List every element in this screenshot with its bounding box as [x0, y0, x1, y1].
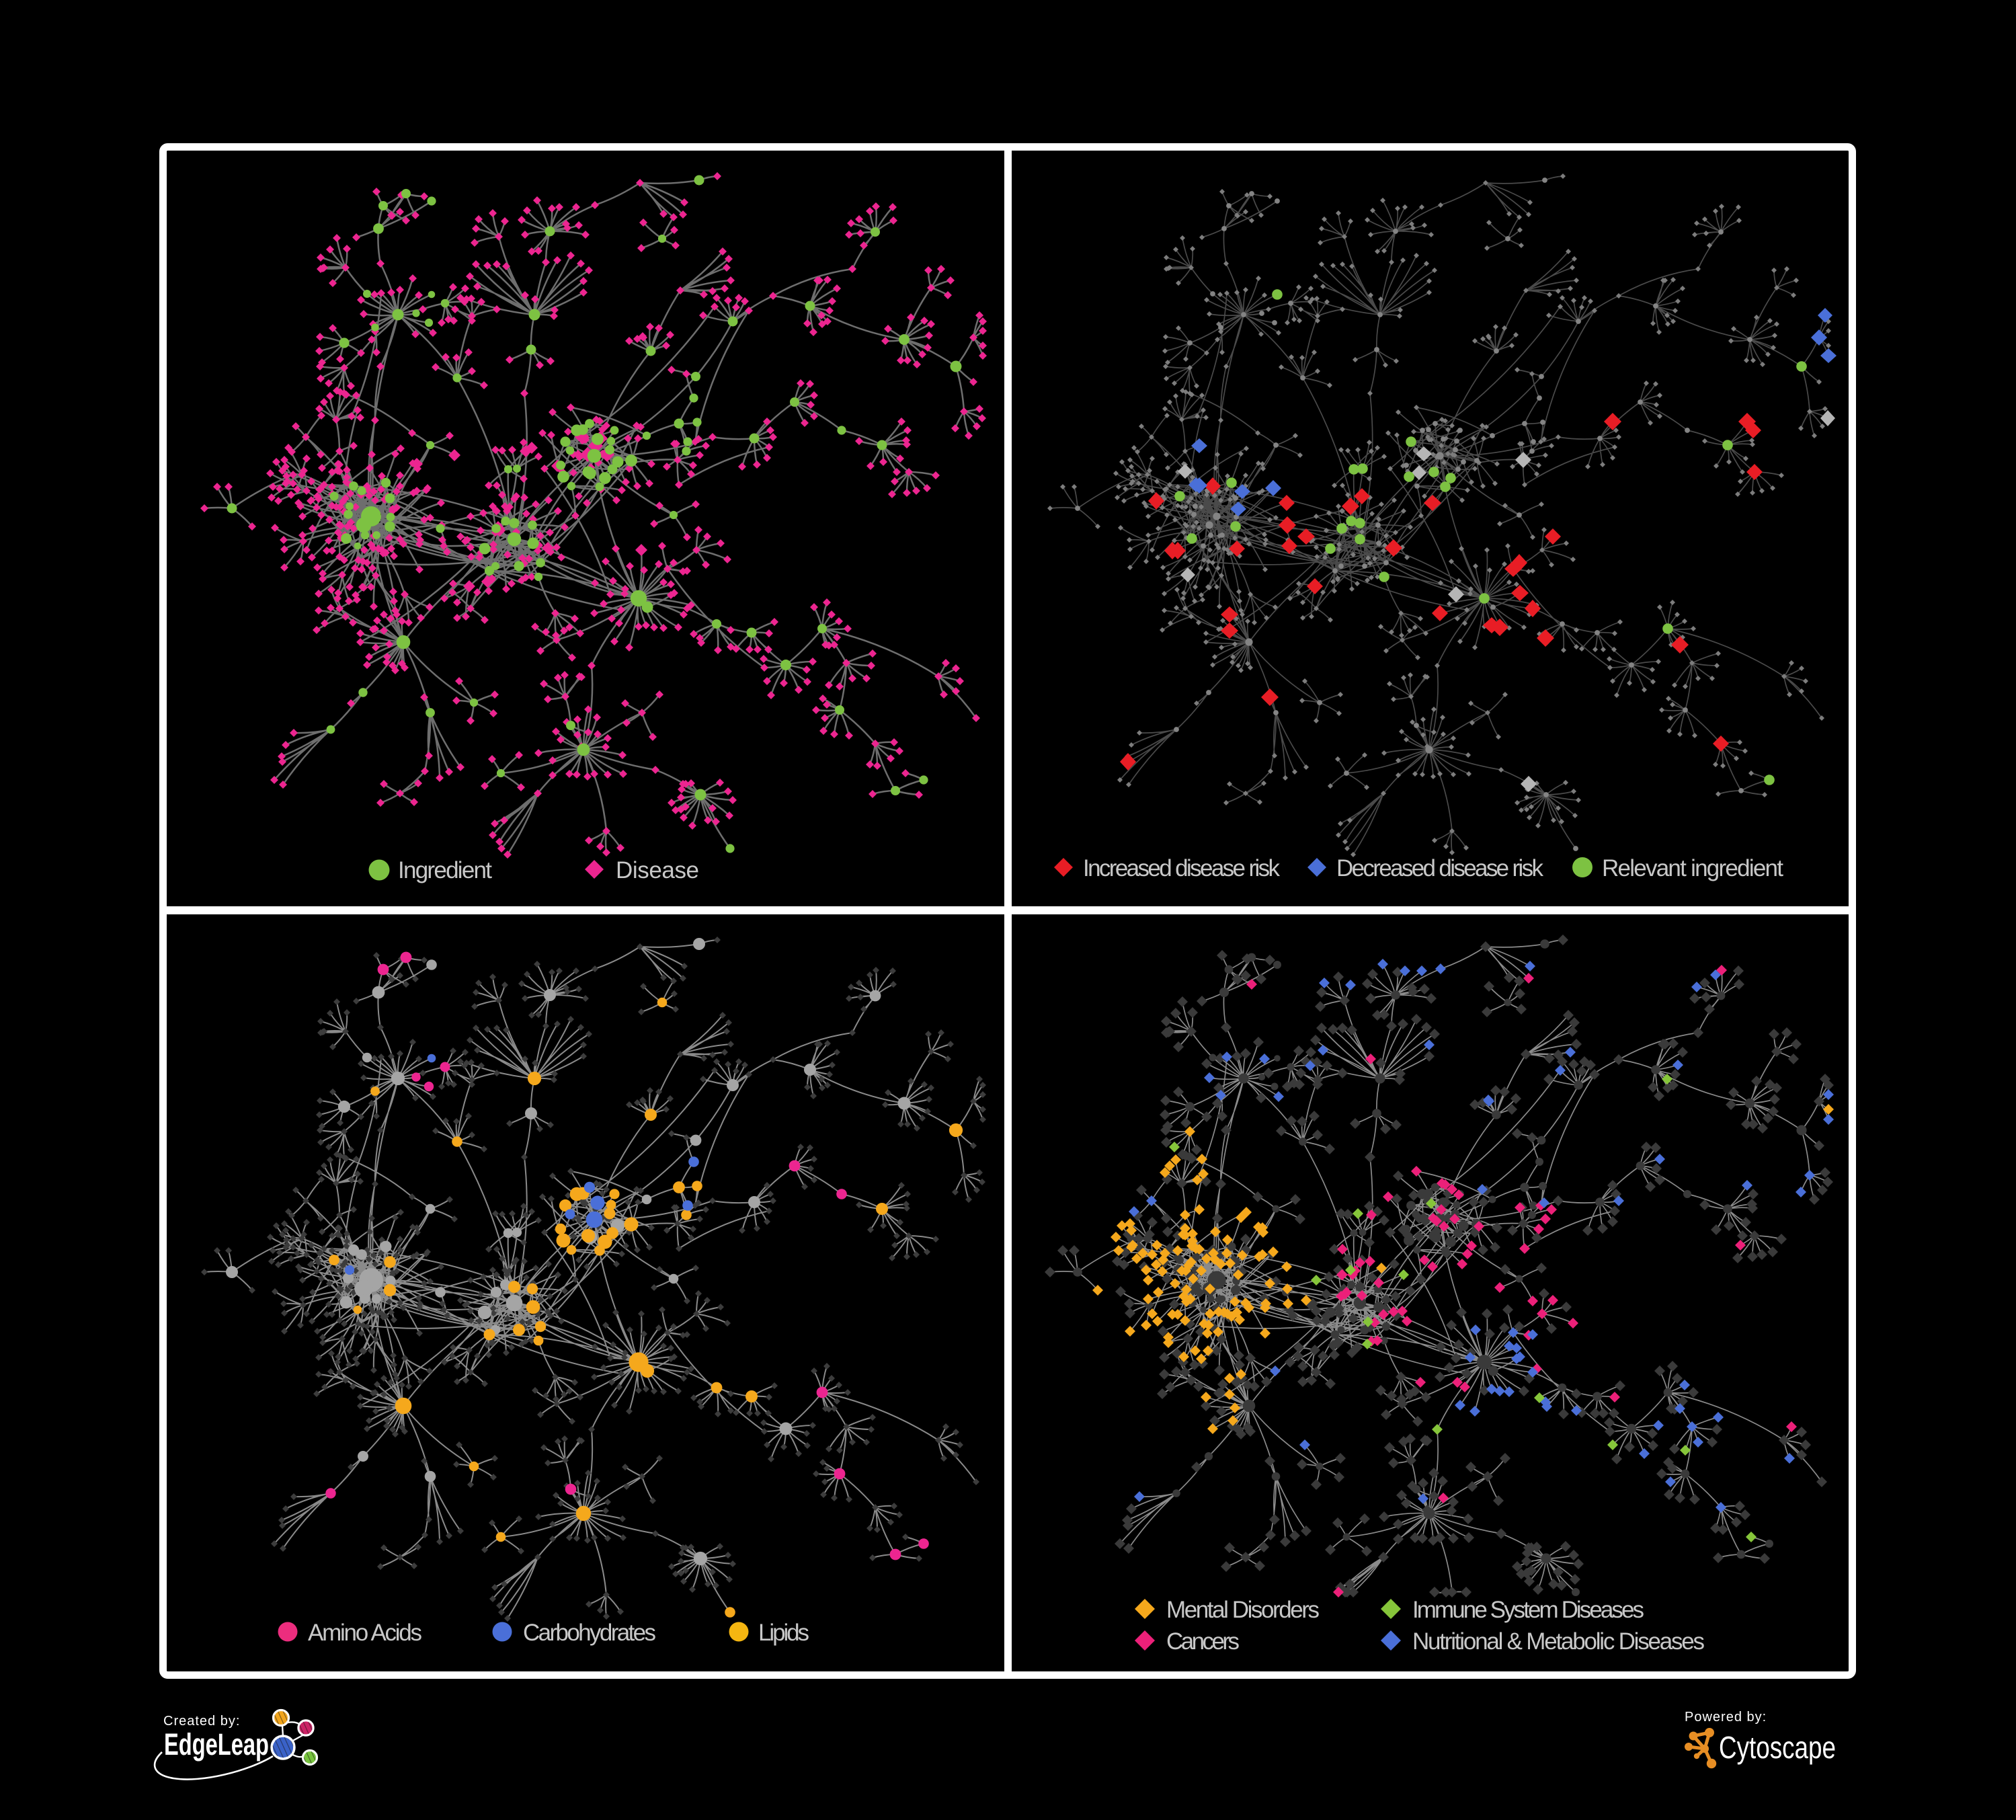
- svg-text:Cancers: Cancers: [1166, 1628, 1240, 1655]
- svg-text:Lipids: Lipids: [758, 1620, 809, 1646]
- svg-text:Relevant ingredient: Relevant ingredient: [1602, 855, 1783, 881]
- svg-text:Immune System Diseases: Immune System Diseases: [1412, 1597, 1644, 1623]
- svg-text:Created by:: Created by:: [163, 1714, 240, 1729]
- svg-text:Disease: Disease: [616, 857, 699, 883]
- svg-text:EdgeLeap: EdgeLeap: [164, 1727, 269, 1762]
- svg-text:Carbohydrates: Carbohydrates: [523, 1620, 656, 1646]
- svg-text:Nutritional & Metabolic Diseas: Nutritional & Metabolic Diseases: [1412, 1628, 1705, 1655]
- svg-text:Amino Acids: Amino Acids: [308, 1620, 422, 1646]
- svg-text:Ingredient: Ingredient: [398, 857, 492, 883]
- svg-text:Increased disease risk: Increased disease risk: [1083, 855, 1281, 881]
- svg-text:Cytoscape: Cytoscape: [1719, 1730, 1836, 1765]
- svg-text:Decreased disease risk: Decreased disease risk: [1336, 855, 1544, 881]
- svg-text:Powered by:: Powered by:: [1685, 1710, 1767, 1725]
- svg-text:Mental Disorders: Mental Disorders: [1166, 1597, 1320, 1623]
